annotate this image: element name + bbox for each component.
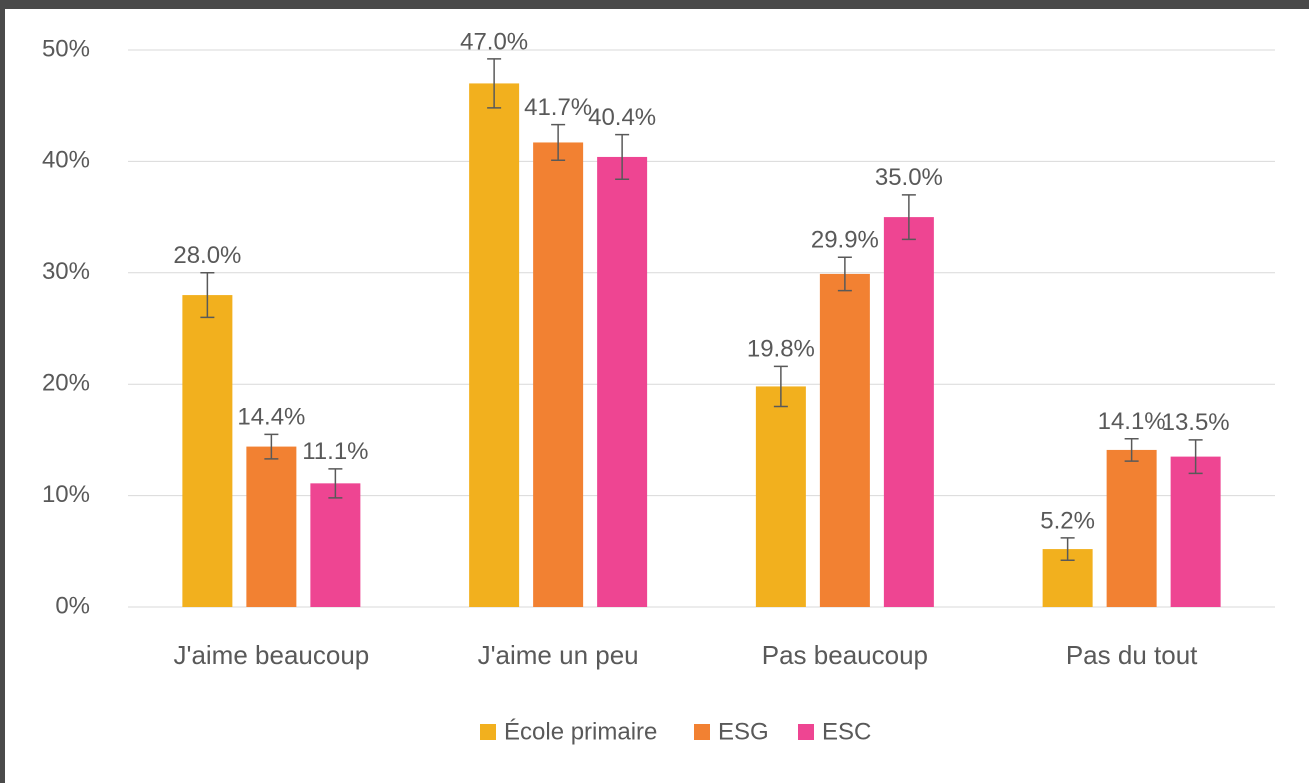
- data-label: 14.1%: [1098, 408, 1166, 435]
- data-label: 13.5%: [1162, 409, 1230, 436]
- y-tick-label: 50%: [42, 35, 90, 62]
- legend-label: ESG: [718, 718, 769, 745]
- x-tick-label: J'aime beaucoup: [173, 640, 369, 670]
- data-label: 47.0%: [460, 28, 528, 55]
- error-bar: [551, 123, 566, 162]
- bar: [819, 273, 870, 607]
- data-label: 11.1%: [302, 438, 368, 465]
- y-tick-label: 0%: [55, 592, 90, 619]
- bar: [246, 446, 297, 607]
- y-tick-label: 40%: [42, 147, 90, 174]
- error-bar: [615, 133, 630, 180]
- legend-swatch: [798, 724, 814, 740]
- data-label: 5.2%: [1040, 507, 1095, 534]
- left-border: [0, 0, 5, 783]
- error-bar: [773, 365, 788, 408]
- error-bar: [487, 58, 502, 109]
- top-border: [0, 0, 1309, 9]
- bar: [1106, 449, 1157, 607]
- bar: [597, 156, 648, 607]
- y-tick-label: 10%: [42, 481, 90, 508]
- error-bar: [200, 272, 215, 319]
- legend-swatch: [694, 724, 710, 740]
- y-tick-label: 30%: [42, 258, 90, 285]
- bar: [533, 142, 584, 607]
- error-bar: [901, 194, 916, 241]
- data-label: 41.7%: [524, 94, 592, 121]
- error-bar: [1124, 438, 1139, 462]
- y-tick-label: 20%: [42, 370, 90, 397]
- data-label: 40.4%: [588, 104, 656, 131]
- legend-swatch: [480, 724, 496, 740]
- error-bar: [264, 433, 279, 460]
- legend-label: ESC: [822, 718, 871, 745]
- error-bar: [328, 468, 343, 499]
- bar: [310, 483, 361, 607]
- x-tick-label: Pas du tout: [1066, 640, 1198, 670]
- bar: [469, 83, 520, 608]
- bar: [755, 386, 806, 607]
- error-bar: [837, 256, 852, 292]
- error-bar: [1188, 439, 1203, 475]
- bar: [1170, 456, 1221, 607]
- x-tick-label: Pas beaucoup: [762, 640, 928, 670]
- bar: [883, 217, 934, 607]
- data-label: 35.0%: [875, 164, 943, 191]
- data-label: 14.4%: [237, 404, 305, 431]
- data-label: 19.8%: [747, 336, 815, 363]
- bar: [182, 295, 233, 607]
- x-tick-label: J'aime un peu: [478, 640, 639, 670]
- legend-label: École primaire: [504, 718, 657, 745]
- error-bar: [1060, 537, 1075, 561]
- data-label: 28.0%: [173, 242, 241, 269]
- data-label: 29.9%: [811, 227, 879, 254]
